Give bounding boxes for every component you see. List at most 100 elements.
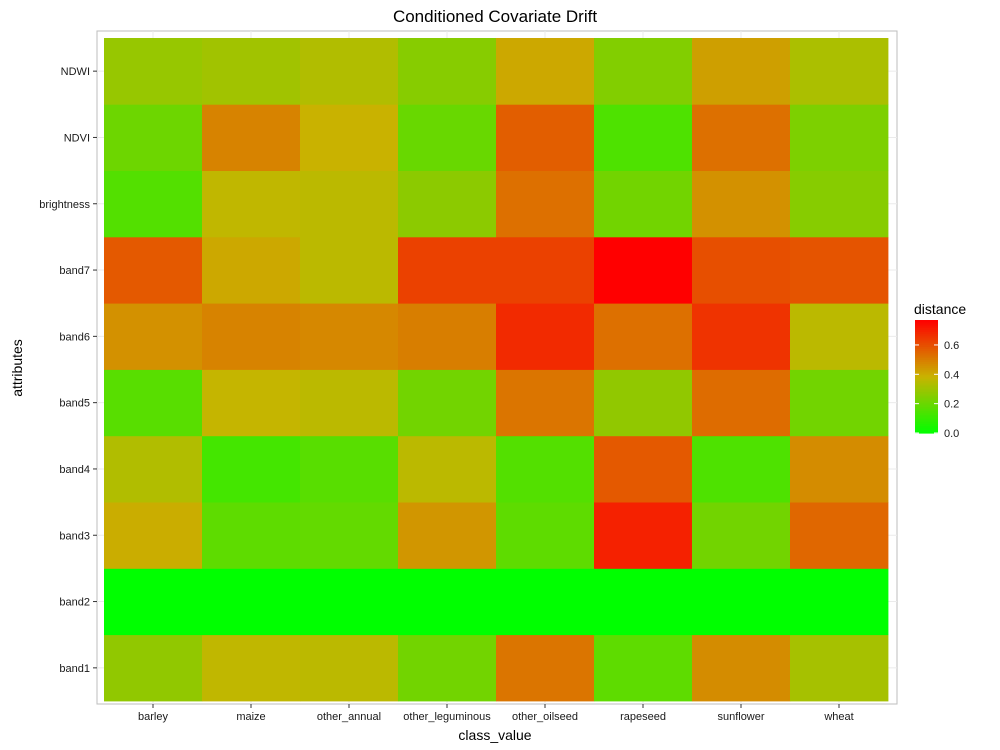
heatmap-cell [496, 104, 595, 171]
legend-tick-label: 0.0 [944, 428, 959, 440]
heatmap-cell [202, 435, 301, 503]
heatmap-cell [300, 369, 399, 437]
heatmap-cell [594, 104, 693, 171]
legend-color-segment [915, 419, 938, 423]
legend-tick-label: 0.2 [944, 399, 959, 411]
legend-color-segment [915, 417, 938, 421]
heatmap-cell [398, 568, 497, 636]
heatmap-cell [398, 634, 497, 702]
heatmap-cell [300, 104, 399, 171]
heatmap-cell [202, 634, 301, 702]
legend-color-segment [915, 365, 938, 368]
x-axis: barley maize other_annual other_leguminous o… [138, 704, 854, 723]
y-tick-label: NDVI [64, 132, 90, 144]
heatmap-cell [496, 634, 595, 702]
legend-color-segment [915, 331, 938, 334]
legend-color-segment [915, 380, 938, 383]
heatmap-cell [202, 303, 301, 370]
heatmap-cell [692, 568, 791, 636]
x-tick-label: wheat [823, 711, 853, 723]
legend-color-segment [915, 363, 938, 366]
heatmap-cell [300, 502, 399, 569]
heatmap-cell [594, 502, 693, 569]
x-tick-label: barley [138, 711, 168, 723]
legend-color-segment [915, 344, 938, 347]
legend-color-segment [915, 348, 938, 351]
legend-color-segment [915, 355, 938, 359]
x-tick-label: sunflower [717, 711, 764, 723]
legend-color-segment [915, 389, 938, 393]
heatmap-cell [104, 502, 203, 569]
heatmap-cell [104, 634, 203, 702]
heatmap-cell [594, 369, 693, 437]
heatmap-cell [496, 435, 595, 503]
legend-color-segment [915, 393, 938, 396]
color-legend: distance 0.0 0.2 0.4 0.6 [914, 301, 966, 440]
heatmap-cell [790, 170, 889, 238]
legend-color-segment [915, 416, 938, 419]
heatmap-cell [790, 236, 889, 304]
legend-color-segment [915, 406, 938, 410]
heatmap-cell [104, 236, 203, 304]
legend-color-segment [915, 321, 938, 325]
legend-color-segment [915, 323, 938, 327]
legend-color-segment [915, 404, 938, 408]
legend-tick-label: 0.6 [944, 340, 959, 352]
legend-color-segment [915, 340, 938, 344]
heatmap-cell [300, 568, 399, 636]
legend-color-segment [915, 376, 938, 379]
legend-color-segment [915, 402, 938, 406]
legend-color-segment [915, 372, 938, 376]
legend-color-segment [915, 410, 938, 413]
legend-color-segment [915, 370, 938, 374]
x-tick-label: other_leguminous [403, 711, 491, 723]
heatmap-cell [398, 170, 497, 238]
heatmap-cell [300, 236, 399, 304]
y-tick-label: band1 [59, 663, 90, 675]
legend-color-segment [915, 338, 938, 342]
heatmap-cell [692, 38, 791, 105]
legend-color-segment [915, 423, 938, 427]
heatmap-cell [790, 303, 889, 370]
legend-color-segment [915, 385, 938, 389]
heatmap-cell [398, 435, 497, 503]
heatmap-cell [790, 634, 889, 702]
heatmap-cell [398, 502, 497, 569]
heatmap-cell [104, 369, 203, 437]
y-tick-label: band7 [59, 265, 90, 277]
heatmap-cell [398, 303, 497, 370]
legend-color-segment [915, 327, 938, 331]
legend-color-segment [915, 412, 938, 415]
heatmap-cells [104, 38, 889, 702]
heatmap-cell [104, 568, 203, 636]
x-tick-label: rapeseed [620, 711, 666, 723]
legend-color-segment [915, 387, 938, 391]
heatmap-cell [790, 568, 889, 636]
legend-color-segment [915, 425, 938, 428]
legend-color-segment [915, 382, 938, 385]
y-tick-label: band6 [59, 331, 90, 343]
legend-color-segment [915, 397, 938, 400]
heatmap-cell [202, 38, 301, 105]
heatmap-cell [692, 634, 791, 702]
legend-color-segment [915, 320, 938, 323]
heatmap-cell [104, 303, 203, 370]
legend-color-segment [915, 361, 938, 364]
legend-color-segment [915, 368, 938, 372]
heatmap-cell [496, 38, 595, 105]
y-tick-label: band2 [59, 597, 90, 609]
heatmap-cell [594, 170, 693, 238]
y-axis: band1 band2 band3 band4 band5 band6 band7 brigh… [39, 66, 97, 675]
heatmap-cell [790, 369, 889, 437]
y-tick-label: band4 [59, 464, 90, 476]
heatmap-cell [104, 104, 203, 171]
heatmap-cell [594, 568, 693, 636]
heatmap-cell [692, 170, 791, 238]
heatmap-cell [790, 38, 889, 105]
legend-title: distance [914, 301, 966, 317]
legend-color-segment [915, 335, 938, 338]
heatmap-cell [300, 634, 399, 702]
heatmap-cell [692, 369, 791, 437]
legend-color-segment [915, 399, 938, 402]
